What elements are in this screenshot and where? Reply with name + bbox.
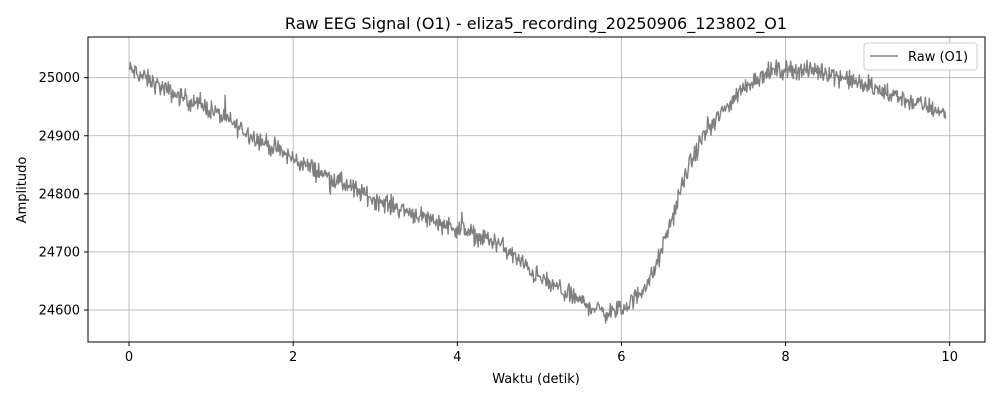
x-tick-label: 4 bbox=[453, 350, 461, 365]
y-axis-label: Amplitudo bbox=[15, 157, 30, 224]
x-tick-label: 8 bbox=[781, 350, 789, 365]
x-tick-label: 10 bbox=[941, 350, 958, 365]
y-tick-label: 24700 bbox=[39, 245, 80, 260]
y-tick-label: 24900 bbox=[39, 129, 80, 144]
y-tick-label: 24800 bbox=[39, 187, 80, 202]
legend: Raw (O1) bbox=[863, 42, 978, 71]
y-tick-label: 24600 bbox=[39, 304, 80, 319]
series-layer bbox=[128, 59, 947, 324]
x-axis-label: Waktu (detik) bbox=[492, 372, 580, 387]
x-axis: 0 2 4 6 8 10 bbox=[125, 342, 958, 365]
y-axis: 24600 24700 24800 24900 25000 bbox=[39, 71, 88, 319]
plot-frame bbox=[87, 36, 986, 343]
grid-lines bbox=[88, 37, 985, 342]
x-tick-label: 2 bbox=[289, 350, 297, 365]
series-line-raw-o1 bbox=[128, 59, 947, 324]
legend-label: Raw (O1) bbox=[908, 50, 968, 65]
y-tick-label: 25000 bbox=[39, 71, 80, 86]
legend-box bbox=[863, 42, 978, 71]
x-tick-label: 6 bbox=[617, 350, 625, 365]
chart-title: Raw EEG Signal (O1) - eliza5_recording_2… bbox=[285, 14, 787, 34]
x-tick-label: 0 bbox=[125, 350, 133, 365]
